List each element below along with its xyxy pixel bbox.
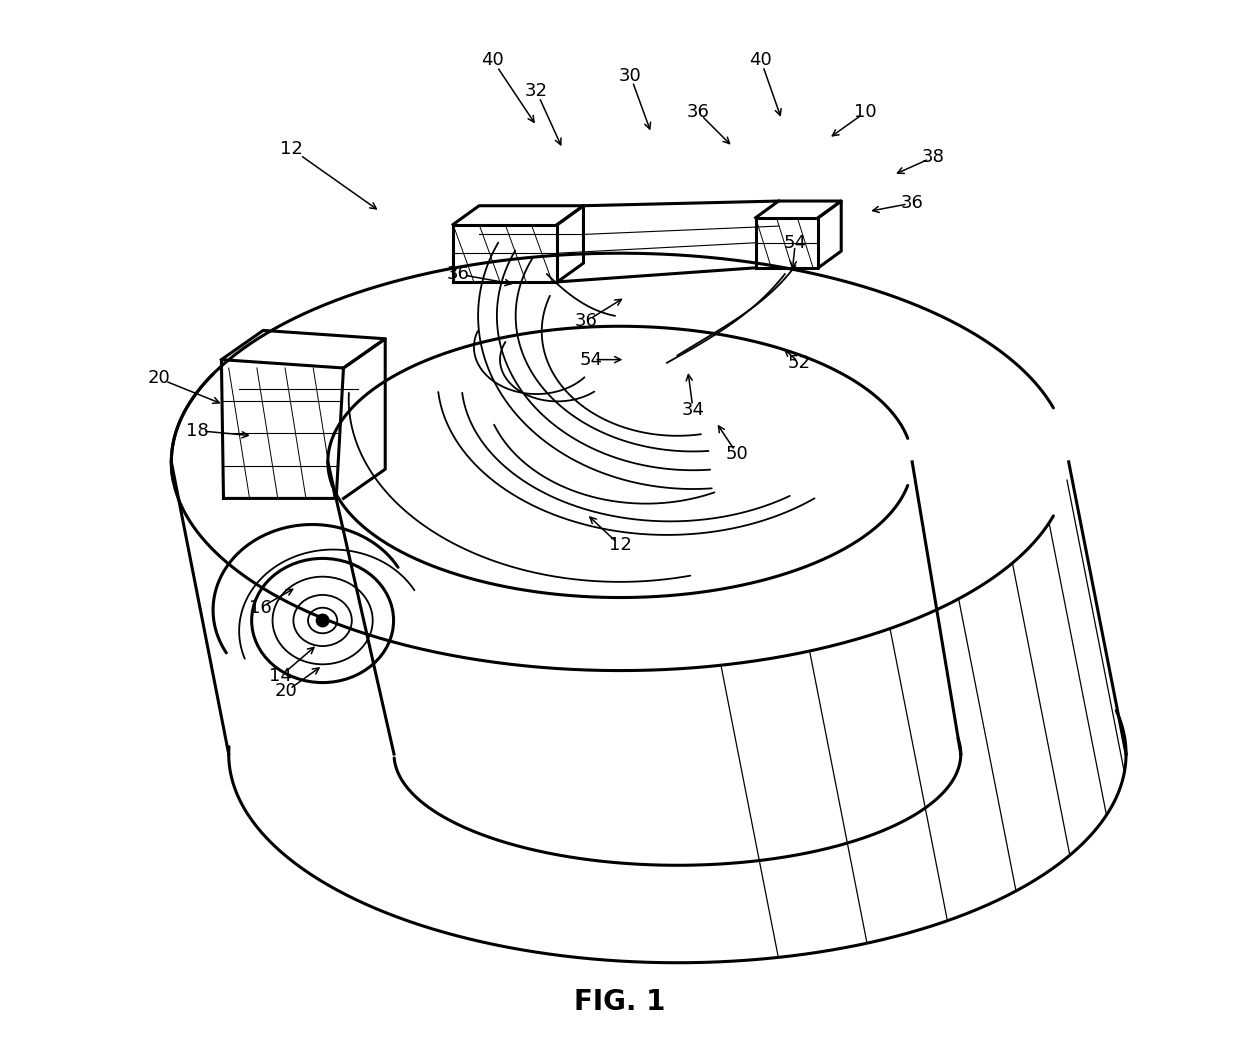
Text: 40: 40	[749, 51, 773, 69]
Text: 52: 52	[787, 354, 811, 371]
Text: 12: 12	[280, 140, 303, 157]
Text: 38: 38	[921, 148, 945, 166]
Text: 12: 12	[609, 536, 631, 554]
Text: 20: 20	[148, 369, 170, 387]
Text: 10: 10	[854, 104, 877, 122]
Text: 20: 20	[275, 683, 298, 701]
Text: 34: 34	[682, 401, 704, 419]
Text: 36: 36	[446, 265, 470, 283]
Text: 36: 36	[575, 312, 598, 330]
Text: 50: 50	[725, 445, 748, 463]
Text: 18: 18	[186, 422, 208, 440]
Text: 16: 16	[249, 599, 272, 617]
Text: 14: 14	[269, 667, 293, 685]
Text: 54: 54	[579, 350, 603, 368]
Text: FIG. 1: FIG. 1	[574, 988, 666, 1016]
Text: 54: 54	[784, 234, 807, 252]
Text: 36: 36	[687, 104, 709, 122]
Text: 30: 30	[619, 67, 642, 85]
Text: 32: 32	[525, 83, 548, 101]
Text: 36: 36	[900, 194, 924, 212]
Circle shape	[316, 615, 329, 626]
Text: 40: 40	[481, 51, 505, 69]
